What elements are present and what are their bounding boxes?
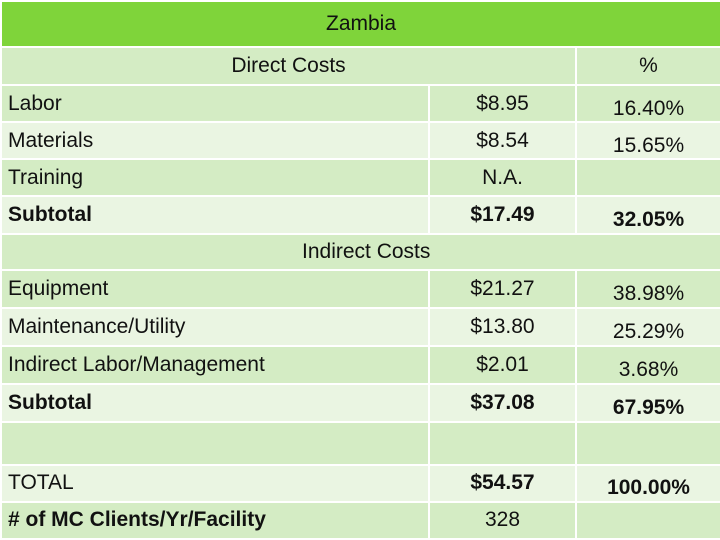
row-cost: N.A. xyxy=(428,158,577,198)
row-cost: $8.95 xyxy=(428,84,577,124)
row-percent: 38.98% xyxy=(574,269,720,309)
table-row: Equipment $21.27 38.98% xyxy=(0,269,720,309)
direct-costs-header: Direct Costs xyxy=(0,46,577,87)
empty-cell xyxy=(0,420,430,466)
row-percent: 32.05% xyxy=(574,195,720,236)
row-percent xyxy=(574,158,720,198)
indirect-header-row: Indirect Costs xyxy=(0,233,720,272)
row-percent: 67.95% xyxy=(574,382,720,423)
row-cost: $2.01 xyxy=(428,344,577,385)
row-label: TOTAL xyxy=(0,463,430,503)
table-row: Labor $8.95 16.40% xyxy=(0,84,720,124)
empty-cell xyxy=(574,500,720,540)
total-row: TOTAL $54.57 100.00% xyxy=(0,463,720,503)
row-cost: $54.57 xyxy=(428,463,577,503)
row-cost: $37.08 xyxy=(428,382,577,423)
table-title: Zambia xyxy=(0,0,720,49)
table-row: Materials $8.54 15.65% xyxy=(0,121,720,161)
row-label: Materials xyxy=(0,121,430,161)
row-cost: $17.49 xyxy=(428,195,577,236)
percent-header: % xyxy=(574,46,720,87)
title-row: Zambia xyxy=(0,0,720,49)
table-row: Maintenance/Utility $13.80 25.29% xyxy=(0,306,720,347)
row-percent: 25.29% xyxy=(574,306,720,347)
row-label: Subtotal xyxy=(0,195,430,236)
spacer-row xyxy=(0,420,720,466)
table-row: Indirect Labor/Management $2.01 3.68% xyxy=(0,344,720,385)
row-percent: 16.40% xyxy=(574,84,720,124)
row-label: # of MC Clients/Yr/Facility xyxy=(0,500,430,540)
row-percent: 15.65% xyxy=(574,121,720,161)
row-label: Equipment xyxy=(0,269,430,309)
indirect-costs-header: Indirect Costs xyxy=(0,233,720,272)
row-label: Training xyxy=(0,158,430,198)
clients-row: # of MC Clients/Yr/Facility 328 xyxy=(0,500,720,540)
row-cost: $13.80 xyxy=(428,306,577,347)
table-row: Training N.A. xyxy=(0,158,720,198)
row-percent: 100.00% xyxy=(574,463,720,503)
empty-cell xyxy=(428,420,577,466)
row-cost: $8.54 xyxy=(428,121,577,161)
row-label: Labor xyxy=(0,84,430,124)
direct-header-row: Direct Costs % xyxy=(0,46,720,87)
direct-subtotal-row: Subtotal $17.49 32.05% xyxy=(0,195,720,236)
row-label: Subtotal xyxy=(0,382,430,423)
row-percent: 3.68% xyxy=(574,344,720,385)
indirect-subtotal-row: Subtotal $37.08 67.95% xyxy=(0,382,720,423)
empty-cell xyxy=(574,420,720,466)
row-cost: $21.27 xyxy=(428,269,577,309)
row-cost: 328 xyxy=(428,500,577,540)
row-label: Maintenance/Utility xyxy=(0,306,430,347)
row-label: Indirect Labor/Management xyxy=(0,344,430,385)
